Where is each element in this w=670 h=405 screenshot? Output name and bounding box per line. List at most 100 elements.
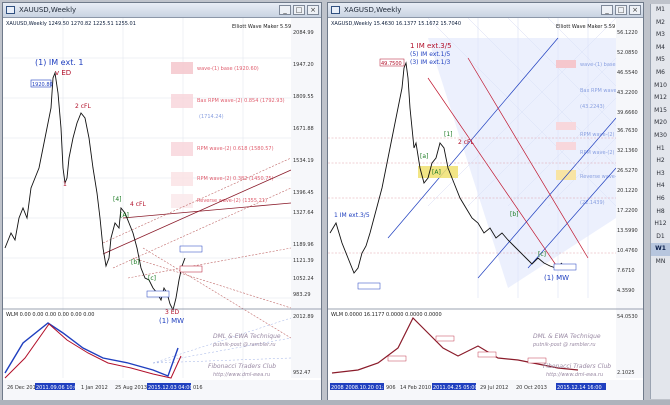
- fib-label-level: (43.2243): [580, 104, 605, 110]
- price-tick: 43.2200: [617, 90, 638, 96]
- timeframe-m3[interactable]: M3: [656, 31, 665, 39]
- xagusd-chart-window[interactable]: XAGUSD,Weekly _ □ × XAGUSD,Weekly 15.463…: [327, 2, 644, 400]
- xauusd-chart-window[interactable]: XAUUSD,Weekly _ □ × XAUUSD,Weekly 1249.5…: [2, 2, 322, 400]
- price-tick: 1189.96: [293, 242, 314, 248]
- wave-label-red: v ED: [55, 69, 71, 77]
- sub-axis-bottom: 952.47: [293, 370, 311, 376]
- title-bar[interactable]: XAGUSD,Weekly _ □ ×: [328, 3, 643, 18]
- wave-a-bracket: [A]: [120, 212, 129, 219]
- wave-a-upper: [A]: [432, 169, 441, 176]
- wave-1-bracket: [1]: [444, 131, 453, 138]
- timeframe-h1[interactable]: H1: [656, 144, 665, 152]
- watermark-1: DML & EWA Technique: [213, 333, 281, 340]
- price-tick: 1327.64: [293, 210, 314, 216]
- fib-label-bax: Bax RPM wave-(2): [580, 88, 626, 94]
- wave-1: 1: [63, 181, 67, 188]
- timeframe-h8[interactable]: H8: [656, 207, 665, 215]
- price-tick: 46.5540: [617, 70, 638, 76]
- window-controls: _ □ ×: [279, 5, 319, 15]
- wave-label-red-3: (3) IM ext.1/3: [410, 59, 450, 66]
- window-title: XAUUSD,Weekly: [19, 6, 77, 14]
- date-tick: 14 Feb 2010: [400, 385, 431, 391]
- status-bar: [0, 400, 670, 405]
- date-tick: 906: [386, 385, 396, 391]
- date-tick: 1 Jan 2012: [81, 385, 108, 391]
- price-tick: 13.5990: [617, 228, 638, 234]
- timeframe-m30[interactable]: M30: [654, 131, 667, 139]
- date-tick: 016: [193, 385, 203, 391]
- minimize-button[interactable]: _: [601, 5, 613, 15]
- price-tick: 1534.19: [293, 158, 314, 164]
- price-tick: 26.5270: [617, 168, 638, 174]
- fib-label-reverse: Reverse wave-(2): [580, 174, 624, 180]
- watermark-4: http://www.dml-ewa.ru: [213, 372, 270, 378]
- wave-1mw: (1) MW: [544, 274, 569, 282]
- price-box: 1920.80: [32, 82, 53, 88]
- date-tick-highlight: 2008 2008.10.20 01:00: [331, 385, 390, 391]
- maximize-button[interactable]: □: [615, 5, 627, 15]
- close-button[interactable]: ×: [629, 5, 641, 15]
- price-chart[interactable]: XAGUSD,Weekly 15.4630 16.1377 15.1672 15…: [328, 18, 643, 400]
- price-tick: 1809.55: [293, 94, 314, 100]
- timeframe-h2[interactable]: H2: [656, 157, 665, 165]
- window-title: XAGUSD,Weekly: [344, 6, 402, 14]
- watermark-4: http://www.dml-ewa.ru: [546, 372, 603, 378]
- date-tick-highlight: 2015.12.03 04:00: [148, 385, 193, 391]
- wave-label-red-2: (5) IM ext.1/5: [410, 51, 450, 58]
- timeframe-mn[interactable]: MN: [655, 257, 666, 265]
- price-tick: 20.1220: [617, 188, 638, 194]
- close-button[interactable]: ×: [307, 5, 319, 15]
- sub-axis-top: 54.0530: [617, 314, 638, 320]
- timeframe-m5[interactable]: M5: [656, 56, 665, 64]
- timeframe-m2[interactable]: M2: [656, 18, 665, 26]
- symbol-readout: XAUUSD,Weekly 1249.50 1270.82 1225.51 12…: [6, 21, 136, 27]
- timeframe-toolbar: M1 M2 M3 M4 M5 M6 M10 M12 M15 M20 M30 H1…: [650, 4, 670, 399]
- timeframe-m1[interactable]: M1: [656, 6, 665, 13]
- price-tick: 32.1360: [617, 148, 638, 154]
- timeframe-w1[interactable]: W1: [651, 243, 670, 256]
- sub-axis-top: 2012.89: [293, 314, 314, 320]
- timeframe-m12[interactable]: M12: [654, 94, 667, 102]
- price-tick: 983.29: [293, 292, 311, 298]
- wave-2cfl: 2 cFL: [458, 139, 474, 146]
- timeframe-m20[interactable]: M20: [654, 119, 667, 127]
- timeframe-m4[interactable]: M4: [656, 43, 665, 51]
- wave-2cfl: 2 cFL: [75, 103, 91, 110]
- chart-icon: [331, 6, 340, 14]
- timeframe-h6[interactable]: H6: [656, 194, 665, 202]
- title-bar[interactable]: XAUUSD,Weekly _ □ ×: [3, 3, 321, 18]
- maximize-button[interactable]: □: [293, 5, 305, 15]
- sub-axis-bottom: 2.1025: [617, 370, 635, 376]
- watermark-3: Fibonacci Traders Club: [208, 363, 276, 370]
- fib-label-base: wave-(1) base: [580, 62, 616, 68]
- date-tick: 20 Oct 2013: [516, 385, 547, 391]
- fib-label-382: RPM wave-(2) 0.382 (1450.75): [197, 176, 274, 182]
- wave-b-bracket: [b]: [131, 259, 140, 266]
- timeframe-d1[interactable]: D1: [656, 232, 665, 240]
- fib-label-bax: Bax RPM wave-(2) 0.854 (1792.93): [197, 98, 285, 104]
- timeframe-h4[interactable]: H4: [656, 182, 665, 190]
- price-chart[interactable]: XAUUSD,Weekly 1249.50 1270.82 1225.51 12…: [3, 18, 321, 400]
- indicator-label: Elliott Wave Maker 5.59: [556, 24, 615, 30]
- price-tick: 52.0850: [617, 50, 638, 56]
- price-tick: 1671.88: [293, 126, 314, 132]
- timeframe-h3[interactable]: H3: [656, 169, 665, 177]
- wave-a-bracket: [a]: [420, 153, 428, 160]
- timeframe-m10[interactable]: M10: [654, 81, 667, 89]
- watermark-3: Fibonacci Traders Club: [543, 363, 611, 370]
- price-tick: 1121.39: [293, 258, 314, 264]
- wave-label-blue: (1) IM ext. 1: [35, 58, 84, 67]
- timeframe-m15[interactable]: M15: [654, 106, 667, 114]
- timeframe-h12[interactable]: H12: [654, 220, 667, 228]
- timeframe-m6[interactable]: M6: [656, 68, 665, 76]
- minimize-button[interactable]: _: [279, 5, 291, 15]
- price-tick: 1947.20: [293, 62, 314, 68]
- price-tick: 1396.45: [293, 190, 314, 196]
- indicator-label: Elliott Wave Maker 5.59: [232, 24, 291, 30]
- watermark-2: putnik-post @ rambler.ru: [532, 342, 596, 348]
- wave-c-bracket: [c]: [538, 251, 546, 258]
- date-tick: 29 Jul 2012: [480, 385, 508, 391]
- price-tick: 39.6660: [617, 110, 638, 116]
- window-controls: _ □ ×: [601, 5, 641, 15]
